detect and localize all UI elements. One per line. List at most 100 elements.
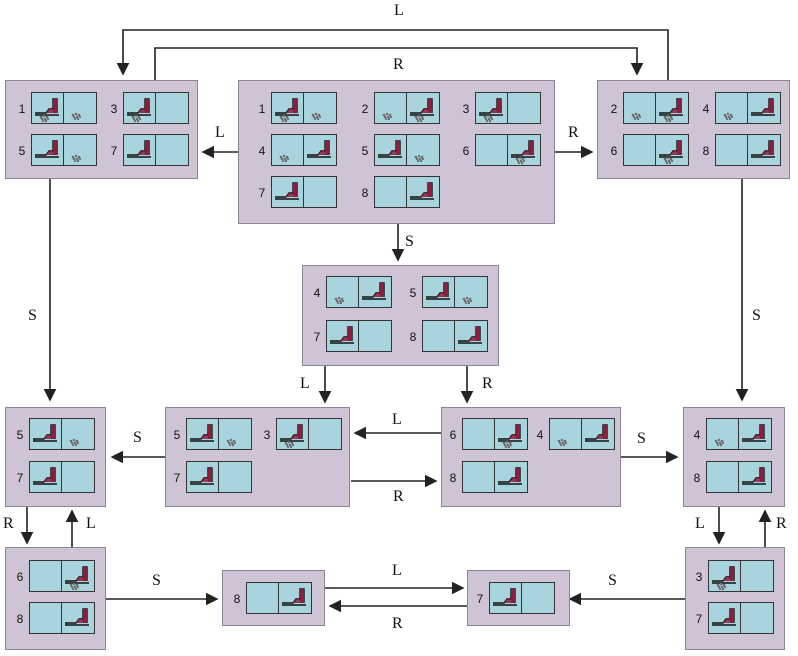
edge-top-right-to-top-left <box>116 29 669 80</box>
right-square <box>156 92 189 124</box>
edge-label: R <box>393 56 404 73</box>
state-number: 4 <box>693 428 701 442</box>
state-number: 5 <box>409 286 417 300</box>
right-square <box>359 276 392 308</box>
vacuum-icon <box>712 566 736 584</box>
world-state: 5 <box>170 418 270 452</box>
world-state: 3 <box>260 418 360 452</box>
left-square <box>271 134 304 166</box>
world-state: 8 <box>699 134 798 168</box>
edge-label: R <box>392 615 403 632</box>
world-state: 6 <box>13 560 113 594</box>
world-state: 3 <box>459 92 559 126</box>
edge-label: L <box>392 411 402 428</box>
edge-label: L <box>300 375 310 392</box>
world-state: 6 <box>459 134 559 168</box>
right-square <box>739 461 772 493</box>
state-number: 6 <box>462 144 470 158</box>
world-state: 6 <box>446 418 546 452</box>
left-square <box>246 582 279 614</box>
state-number: 1 <box>258 102 266 116</box>
world-state: 7 <box>255 176 355 210</box>
state-number: 8 <box>233 592 241 606</box>
vacuum-icon <box>280 424 304 442</box>
right-square <box>62 461 95 493</box>
vacuum-icon <box>410 182 434 200</box>
edge-label: R <box>568 124 579 141</box>
world-state: 8 <box>446 461 546 495</box>
right-square <box>279 582 312 614</box>
state-number: 8 <box>449 471 457 485</box>
state-number: 7 <box>695 612 703 626</box>
state-number: 4 <box>258 144 266 158</box>
right-square <box>62 418 95 450</box>
right-square <box>739 418 772 450</box>
left-square <box>271 92 304 124</box>
state-number: 5 <box>173 428 181 442</box>
dirt-icon <box>69 582 80 591</box>
left-square <box>708 602 741 634</box>
vacuum-icon <box>498 424 522 442</box>
world-state: 5 <box>358 134 458 168</box>
world-state: 8 <box>690 461 790 495</box>
right-square <box>455 320 488 352</box>
vacuum-icon <box>659 140 683 158</box>
left-square <box>31 134 64 166</box>
vacuum-icon <box>33 467 57 485</box>
vacuum-icon <box>282 588 306 606</box>
dirt-icon <box>284 440 295 449</box>
right-square <box>62 560 95 592</box>
dirt-icon <box>39 114 50 123</box>
right-square <box>582 418 615 450</box>
dirt-icon <box>515 156 526 165</box>
world-state: 8 <box>406 320 506 354</box>
dirt-icon <box>663 156 674 165</box>
world-state: 6 <box>607 134 707 168</box>
vacuum-icon <box>190 467 214 485</box>
dirt-icon <box>311 112 322 121</box>
edge-label: R <box>482 375 493 392</box>
vacuum-icon <box>362 282 386 300</box>
dirt-icon <box>71 112 82 121</box>
world-state: 7 <box>107 134 207 168</box>
right-square <box>64 92 97 124</box>
left-square <box>276 418 309 450</box>
world-state: 7 <box>473 582 573 616</box>
edge-label: S <box>152 572 161 589</box>
vacuum-icon <box>307 140 331 158</box>
left-square <box>422 276 455 308</box>
vacuum-icon <box>190 424 214 442</box>
edge-label: S <box>752 307 761 324</box>
dirt-icon <box>483 114 494 123</box>
state-number: 1 <box>18 102 26 116</box>
world-state: 8 <box>230 582 330 616</box>
right-square <box>304 92 337 124</box>
right-square <box>748 134 781 166</box>
state-number: 8 <box>693 471 701 485</box>
vacuum-icon <box>127 140 151 158</box>
world-state: 4 <box>690 418 790 452</box>
right-square <box>522 582 555 614</box>
world-state: 4 <box>310 276 410 310</box>
dirt-icon <box>502 440 513 449</box>
vacuum-icon <box>35 98 59 116</box>
edge-label: L <box>394 2 404 19</box>
state-number: 6 <box>610 144 618 158</box>
vacuum-icon <box>742 424 766 442</box>
edge-label: L <box>215 124 225 141</box>
dirt-icon <box>382 112 393 121</box>
world-state: 7 <box>170 461 270 495</box>
vacuum-icon <box>127 98 151 116</box>
state-number: 2 <box>361 102 369 116</box>
dirt-icon <box>462 296 473 305</box>
world-state: 3 <box>107 92 207 126</box>
state-number: 3 <box>695 570 703 584</box>
world-state: 7 <box>13 461 113 495</box>
left-square <box>186 418 219 450</box>
dirt-icon <box>714 438 725 447</box>
state-number: 6 <box>449 428 457 442</box>
dirt-icon <box>723 112 734 121</box>
vacuum-icon <box>35 140 59 158</box>
state-number: 6 <box>16 570 24 584</box>
